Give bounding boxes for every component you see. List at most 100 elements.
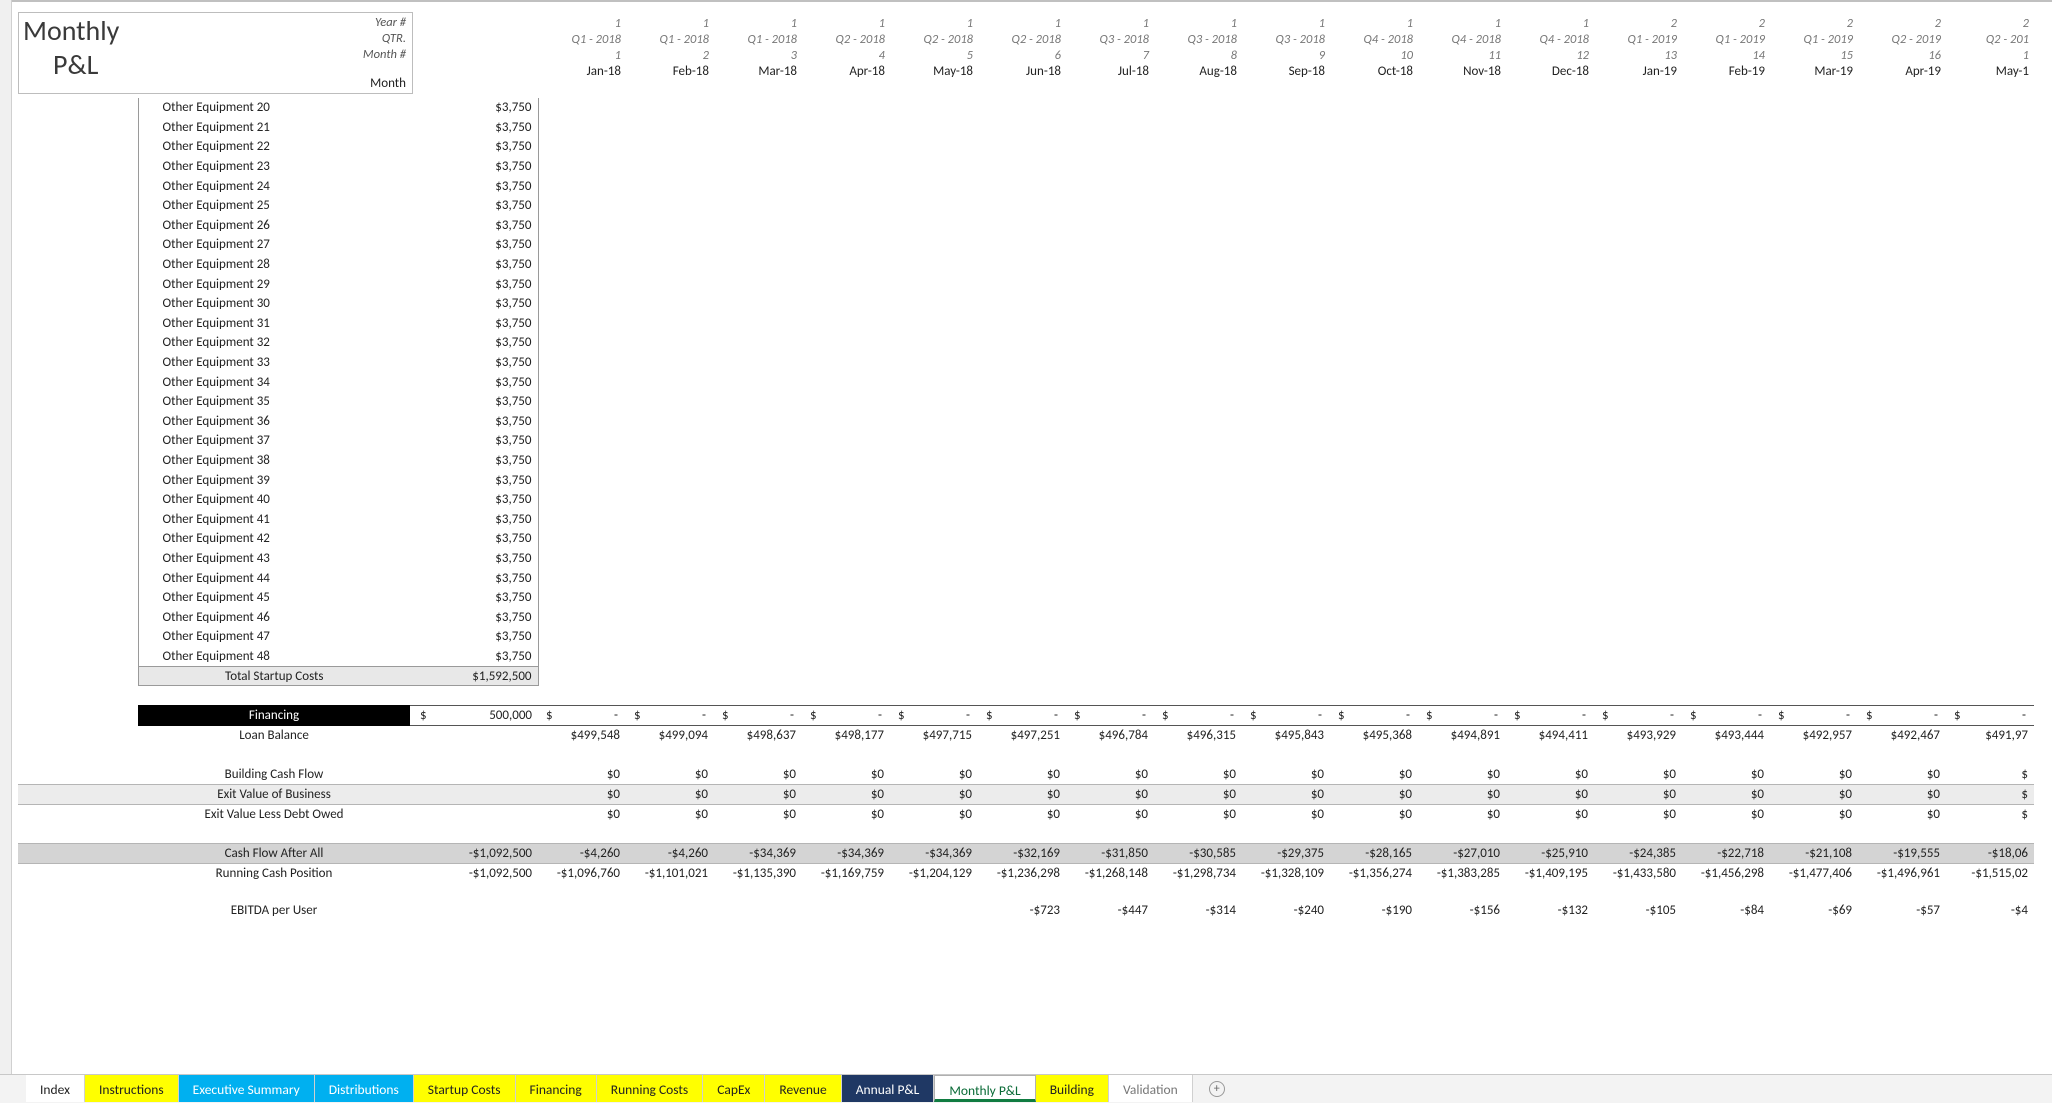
table-row[interactable]: Other Equipment 23$3,750 [18, 157, 2034, 177]
table-row[interactable]: Other Equipment 43$3,750 [18, 549, 2034, 569]
row-number-gutter[interactable] [0, 0, 12, 1074]
tab-building[interactable]: Building [1036, 1075, 1109, 1102]
cell [1858, 216, 1946, 236]
cell [802, 647, 890, 667]
table-row[interactable]: Other Equipment 28$3,750 [18, 255, 2034, 275]
financing-header-row[interactable]: Financing$500,000$-$-$-$-$-$-$-$-$-$-$-$… [18, 706, 2034, 726]
cell [1594, 176, 1682, 196]
table-row[interactable]: Other Equipment 41$3,750 [18, 509, 2034, 529]
hdr-qtr-label: QTR. [382, 31, 406, 46]
cell [626, 588, 714, 608]
equip-label: Other Equipment 46 [138, 607, 410, 627]
cell [538, 529, 626, 549]
loan-balance-val: $499,094 [626, 725, 714, 745]
tab-instructions[interactable]: Instructions [85, 1075, 179, 1102]
table-row[interactable]: Other Equipment 20$3,750 [18, 98, 2034, 118]
cfa-val: -$22,718 [1682, 844, 1770, 864]
tab-distributions[interactable]: Distributions [315, 1075, 414, 1102]
tab-annual-p-l[interactable]: Annual P&L [842, 1075, 935, 1102]
tab-capex[interactable]: CapEx [703, 1075, 765, 1102]
table-row[interactable]: Other Equipment 36$3,750 [18, 412, 2034, 432]
tab-running-costs[interactable]: Running Costs [597, 1075, 703, 1102]
table-row[interactable]: Other Equipment 39$3,750 [18, 470, 2034, 490]
sheet-tabs-bar[interactable]: IndexInstructionsExecutive SummaryDistri… [0, 1074, 2052, 1102]
cell [1682, 196, 1770, 216]
cell [978, 353, 1066, 373]
table-row[interactable]: Other Equipment 24$3,750 [18, 176, 2034, 196]
cell [1682, 157, 1770, 177]
tab-index[interactable]: Index [26, 1075, 85, 1102]
tab-executive-summary[interactable]: Executive Summary [179, 1075, 315, 1102]
bld_cf-row[interactable]: Building Cash Flow$0$0$0$0$0$0$0$0$0$0$0… [18, 765, 2034, 785]
exit_biz-first [410, 785, 538, 805]
ebitda-val [890, 901, 978, 921]
cell [1770, 196, 1858, 216]
cell [1770, 333, 1858, 353]
spacer [18, 137, 138, 157]
run-val: -$1,515,02 [1946, 863, 2034, 883]
table-row[interactable]: Other Equipment 29$3,750 [18, 274, 2034, 294]
cfa-row[interactable]: Cash Flow After All-$1,092,500-$4,260-$4… [18, 844, 2034, 864]
table-row[interactable]: Other Equipment 47$3,750 [18, 627, 2034, 647]
tab-financing[interactable]: Financing [516, 1075, 597, 1102]
cell [714, 647, 802, 667]
table-row[interactable]: Other Equipment 40$3,750 [18, 490, 2034, 510]
cell [1594, 255, 1682, 275]
cell [1506, 196, 1594, 216]
run-val: -$1,169,759 [802, 863, 890, 883]
table-row[interactable]: Other Equipment 35$3,750 [18, 392, 2034, 412]
table-row[interactable]: Other Equipment 22$3,750 [18, 137, 2034, 157]
tab-startup-costs[interactable]: Startup Costs [414, 1075, 516, 1102]
add-sheet-button[interactable]: + [1203, 1075, 1231, 1103]
cell [1506, 157, 1594, 177]
exit_biz-row[interactable]: Exit Value of Business$0$0$0$0$0$0$0$0$0… [18, 785, 2034, 805]
tab-validation[interactable]: Validation [1109, 1075, 1193, 1102]
cell [1330, 372, 1418, 392]
table-row[interactable]: Other Equipment 48$3,750 [18, 647, 2034, 667]
cell [1066, 176, 1154, 196]
table-row[interactable]: Other Equipment 37$3,750 [18, 431, 2034, 451]
table-row[interactable]: Other Equipment 30$3,750 [18, 294, 2034, 314]
table-row[interactable]: Other Equipment 25$3,750 [18, 196, 2034, 216]
table-row[interactable]: Other Equipment 21$3,750 [18, 118, 2034, 138]
ebitda-row[interactable]: EBITDA per User-$723-$447-$314-$240-$190… [18, 901, 2034, 921]
cell [1858, 666, 1946, 686]
table-row[interactable]: Other Equipment 34$3,750 [18, 372, 2034, 392]
table-row[interactable]: Other Equipment 27$3,750 [18, 235, 2034, 255]
cell [1770, 392, 1858, 412]
table-row[interactable]: Other Equipment 44$3,750 [18, 568, 2034, 588]
table-row[interactable]: Other Equipment 32$3,750 [18, 333, 2034, 353]
col-header-qtr: Q2 - 201 [1941, 32, 2029, 47]
run-row[interactable]: Running Cash Position-$1,092,500-$1,096,… [18, 863, 2034, 883]
data-grid[interactable]: Other Equipment 20$3,750Other Equipment … [18, 98, 2052, 1074]
cell [626, 412, 714, 432]
col-header-mon: Jun-18 [973, 64, 1061, 79]
table-row[interactable]: Other Equipment 42$3,750 [18, 529, 2034, 549]
cell [802, 451, 890, 471]
cell [714, 216, 802, 236]
table-row[interactable]: Other Equipment 38$3,750 [18, 451, 2034, 471]
table-row[interactable]: Other Equipment 45$3,750 [18, 588, 2034, 608]
loan-balance-row[interactable]: Loan Balance$499,548$499,094$498,637$498… [18, 725, 2034, 745]
cell [1682, 588, 1770, 608]
ebitda-val: -$447 [1066, 901, 1154, 921]
table-row[interactable]: Other Equipment 46$3,750 [18, 607, 2034, 627]
cell [1330, 333, 1418, 353]
cfa-val: -$34,369 [890, 844, 978, 864]
table-row[interactable]: Other Equipment 33$3,750 [18, 353, 2034, 373]
equip-label: Other Equipment 47 [138, 627, 410, 647]
exit_debt-val: $ [1946, 804, 2034, 824]
table-row[interactable]: Other Equipment 31$3,750 [18, 314, 2034, 334]
equip-value: $3,750 [410, 274, 538, 294]
equip-label: Other Equipment 38 [138, 451, 410, 471]
tab-monthly-p-l[interactable]: Monthly P&L [934, 1075, 1035, 1102]
table-row[interactable]: Other Equipment 26$3,750 [18, 216, 2034, 236]
equip-label: Other Equipment 43 [138, 549, 410, 569]
worksheet-area[interactable]: Monthly P&L Year # QTR. Month # Month 1Q… [0, 0, 2052, 1074]
total-startup-row[interactable]: Total Startup Costs$1,592,500 [18, 666, 2034, 686]
equip-value: $3,750 [410, 607, 538, 627]
cell [1770, 176, 1858, 196]
cell [890, 647, 978, 667]
exit_debt-row[interactable]: Exit Value Less Debt Owed$0$0$0$0$0$0$0$… [18, 804, 2034, 824]
tab-revenue[interactable]: Revenue [765, 1075, 841, 1102]
